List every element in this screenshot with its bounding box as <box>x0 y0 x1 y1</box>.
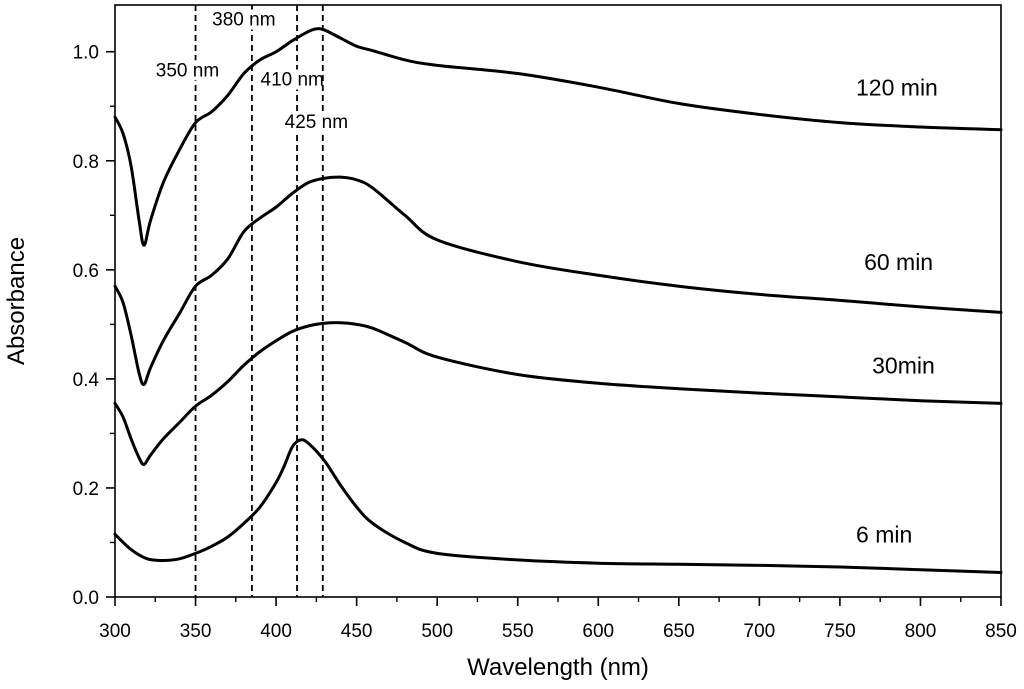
x-tick-label: 500 <box>421 621 453 642</box>
series-line <box>113 27 1003 247</box>
annotation-labels: 350 nm 380 nm 410 nm 425 nm <box>156 9 348 133</box>
annotation-label: 350 nm <box>156 60 219 81</box>
x-tick-label: 350 <box>180 621 212 642</box>
x-tick-label: 550 <box>502 621 534 642</box>
x-tick-label: 600 <box>582 621 614 642</box>
y-axis: 0.0 0.2 0.4 0.6 0.8 1.0 <box>73 43 115 609</box>
annotation-vlines <box>194 5 324 597</box>
series-lines <box>113 27 1003 574</box>
x-axis-title: Wavelength (nm) <box>467 654 649 681</box>
annotation-label-bg <box>158 60 217 81</box>
x-tick-label: 300 <box>99 621 131 642</box>
series-label: 6 min <box>856 521 912 547</box>
y-tick-label: 0.8 <box>73 152 99 173</box>
x-tick-label: 700 <box>744 621 776 642</box>
y-tick-label: 0.0 <box>73 588 99 609</box>
annotation-label-bg <box>214 9 273 30</box>
x-tick-label: 850 <box>985 621 1017 642</box>
series-label: 120 min <box>856 74 938 100</box>
annotation-label: 410 nm <box>261 70 324 91</box>
y-tick-label: 0.4 <box>73 370 100 391</box>
y-tick-label: 1.0 <box>73 43 99 64</box>
annotation-label-bg <box>287 112 346 133</box>
series-line <box>113 175 1003 386</box>
x-tick-label: 750 <box>824 621 856 642</box>
y-axis-title: Absorbance <box>3 237 30 365</box>
series-label: 60 min <box>864 249 933 275</box>
series-line <box>113 438 1003 574</box>
series-labels: 6 min 30min 60 min 120 min <box>856 74 938 547</box>
x-axis: 300 350 400 450 500 550 600 650 700 750 800 850 <box>99 597 1017 642</box>
y-tick-label: 0.2 <box>73 479 99 500</box>
annotation-label: 425 nm <box>285 112 348 133</box>
annotation-label: 380 nm <box>212 10 275 31</box>
x-tick-label: 650 <box>663 621 695 642</box>
y-tick-label: 0.6 <box>73 261 99 282</box>
series-line <box>113 321 1003 467</box>
x-tick-label: 450 <box>341 621 373 642</box>
x-tick-label: 400 <box>260 621 292 642</box>
annotation-label-bg <box>263 69 322 90</box>
x-tick-label: 800 <box>905 621 937 642</box>
series-label: 30min <box>872 352 935 378</box>
